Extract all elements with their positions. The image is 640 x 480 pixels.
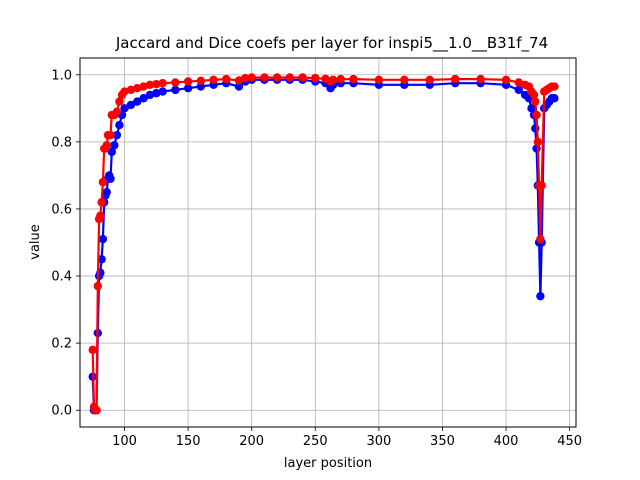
data-point	[92, 406, 101, 415]
data-point	[158, 78, 167, 88]
data-point	[145, 80, 155, 90]
data-point	[126, 100, 136, 110]
data-point	[98, 177, 108, 187]
data-point	[152, 79, 161, 89]
x-tick-label: 200	[239, 434, 264, 449]
data-point	[272, 73, 282, 82]
data-point	[196, 76, 206, 86]
data-point	[400, 75, 409, 85]
x-tick-label: 300	[366, 434, 391, 449]
data-point	[234, 76, 244, 85]
data-point	[133, 97, 142, 106]
data-point	[110, 141, 119, 150]
y-tick-label: 0.8	[51, 135, 72, 150]
data-point	[106, 174, 115, 183]
data-point	[260, 73, 269, 82]
series-layer	[88, 73, 559, 415]
data-point	[126, 85, 136, 95]
y-axis-label: value	[28, 224, 43, 260]
data-point	[209, 75, 218, 85]
data-point	[514, 85, 523, 95]
data-point	[97, 198, 106, 207]
data-point	[550, 94, 559, 103]
x-tick-label: 250	[303, 434, 328, 449]
data-point	[241, 73, 250, 83]
data-point	[374, 75, 384, 85]
data-point	[514, 78, 523, 87]
data-point	[336, 74, 345, 84]
data-point	[112, 130, 122, 140]
data-point	[98, 234, 108, 244]
y-tick-label: 1.0	[51, 68, 72, 83]
data-point	[536, 234, 545, 244]
data-point	[96, 211, 105, 220]
x-axis-label: layer position	[284, 456, 372, 471]
data-point	[183, 77, 193, 86]
x-tick-label: 400	[494, 434, 519, 449]
data-point	[120, 87, 129, 96]
data-point	[527, 104, 536, 113]
grid	[80, 58, 576, 427]
y-tick-label: 0.0	[51, 404, 72, 419]
data-point	[93, 281, 103, 291]
data-point	[533, 137, 543, 147]
data-point	[88, 345, 97, 355]
data-point	[152, 89, 161, 98]
data-point	[529, 90, 539, 100]
data-point	[501, 75, 511, 85]
data-point	[102, 187, 111, 197]
data-point	[349, 74, 358, 84]
data-point	[328, 75, 338, 85]
x-tick-label: 100	[112, 434, 137, 449]
plot-area	[80, 58, 576, 427]
data-point	[171, 78, 180, 87]
data-point	[298, 73, 307, 82]
data-point	[120, 104, 129, 113]
data-point	[222, 74, 231, 84]
data-point	[115, 97, 124, 106]
ticks: 100 150 200 250 300 350 400 450 0.0 0.2 0.4 0.6 0.8 1…	[51, 68, 582, 449]
data-point	[107, 147, 116, 157]
data-point	[425, 75, 434, 85]
data-point	[145, 90, 155, 100]
data-point	[158, 87, 167, 96]
data-point	[139, 94, 148, 103]
data-point	[115, 120, 124, 130]
y-tick-label: 0.4	[51, 270, 72, 285]
data-point	[531, 97, 540, 106]
x-tick-label: 450	[557, 434, 582, 449]
x-tick-label: 150	[176, 434, 201, 449]
data-point	[247, 73, 256, 82]
x-tick-label: 350	[430, 434, 455, 449]
data-point	[450, 74, 460, 84]
data-point	[102, 141, 111, 150]
data-point	[532, 110, 541, 120]
y-tick-label: 0.2	[51, 337, 72, 352]
data-point	[536, 291, 545, 301]
series-2	[88, 73, 559, 415]
data-point	[139, 82, 148, 91]
data-point	[550, 82, 559, 91]
data-point	[171, 85, 180, 95]
data-point	[285, 73, 295, 82]
data-point	[112, 107, 122, 116]
plot-frame	[79, 57, 577, 428]
data-point	[133, 83, 142, 93]
data-point	[97, 255, 106, 264]
data-point	[234, 82, 244, 91]
data-point	[183, 83, 193, 93]
chart-title: Jaccard and Dice coefs per layer for ins…	[115, 34, 548, 53]
data-point	[537, 181, 546, 190]
y-tick-label: 0.6	[51, 202, 72, 217]
data-point	[106, 130, 115, 140]
data-point	[476, 74, 485, 84]
data-point	[311, 73, 320, 83]
